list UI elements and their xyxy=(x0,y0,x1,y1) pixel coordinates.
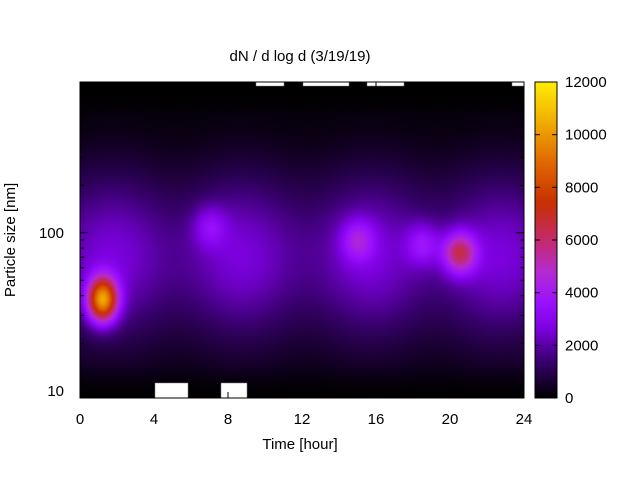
colorbar-tick-label: 12000 xyxy=(565,74,607,91)
colorbar-tick-label: 2000 xyxy=(565,337,598,354)
colorbar-tick-label: 10000 xyxy=(565,127,607,144)
y-axis: 10 100 xyxy=(39,81,524,400)
plot-area xyxy=(79,81,525,399)
x-tick-label: 8 xyxy=(224,411,232,428)
colorbar: 0 2000 4000 6000 8000 10000 12000 xyxy=(534,74,607,407)
x-tick-label: 4 xyxy=(150,411,158,428)
y-tick-label: 100 xyxy=(39,225,64,242)
heatmap-image xyxy=(80,82,524,398)
colorbar-tick-label: 0 xyxy=(565,390,573,407)
x-tick-label: 16 xyxy=(368,411,385,428)
x-axis: 0 4 8 12 16 20 24 xyxy=(76,82,533,428)
colorbar-tick-label: 8000 xyxy=(565,179,598,196)
colorbar-ticks: 0 2000 4000 6000 8000 10000 12000 xyxy=(535,74,607,407)
colorbar-tick-label: 4000 xyxy=(565,285,598,302)
colorbar-tick-label: 6000 xyxy=(565,232,598,249)
x-axis-title: Time [hour] xyxy=(262,436,337,453)
x-tick-label: 12 xyxy=(294,411,311,428)
y-axis-title: Particle size [nm] xyxy=(2,183,19,297)
x-tick-label: 0 xyxy=(76,411,84,428)
x-tick-label: 24 xyxy=(516,411,533,428)
chart-title: dN / d log d (3/19/19) xyxy=(230,48,371,65)
y-tick-label: 10 xyxy=(47,383,64,400)
x-tick-label: 20 xyxy=(442,411,459,428)
